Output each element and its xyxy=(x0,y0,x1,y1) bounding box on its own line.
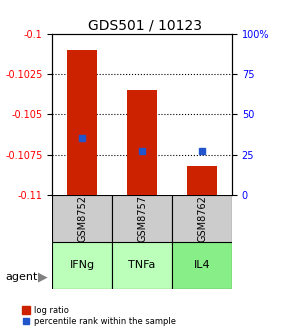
Bar xyxy=(127,90,157,195)
Bar xyxy=(187,166,217,195)
Text: IFNg: IFNg xyxy=(70,260,95,270)
FancyBboxPatch shape xyxy=(52,242,112,289)
FancyBboxPatch shape xyxy=(172,195,232,242)
Text: TNFa: TNFa xyxy=(128,260,156,270)
FancyBboxPatch shape xyxy=(112,195,172,242)
Text: ▶: ▶ xyxy=(38,271,47,284)
Text: GSM8752: GSM8752 xyxy=(77,195,87,242)
Text: GSM8762: GSM8762 xyxy=(197,195,207,242)
Text: GDS501 / 10123: GDS501 / 10123 xyxy=(88,18,202,33)
Text: GSM8757: GSM8757 xyxy=(137,195,147,242)
Text: agent: agent xyxy=(6,272,38,282)
FancyBboxPatch shape xyxy=(112,242,172,289)
FancyBboxPatch shape xyxy=(172,242,232,289)
Text: IL4: IL4 xyxy=(194,260,210,270)
Bar xyxy=(67,50,97,195)
FancyBboxPatch shape xyxy=(52,195,112,242)
Legend: log ratio, percentile rank within the sample: log ratio, percentile rank within the sa… xyxy=(19,302,180,329)
